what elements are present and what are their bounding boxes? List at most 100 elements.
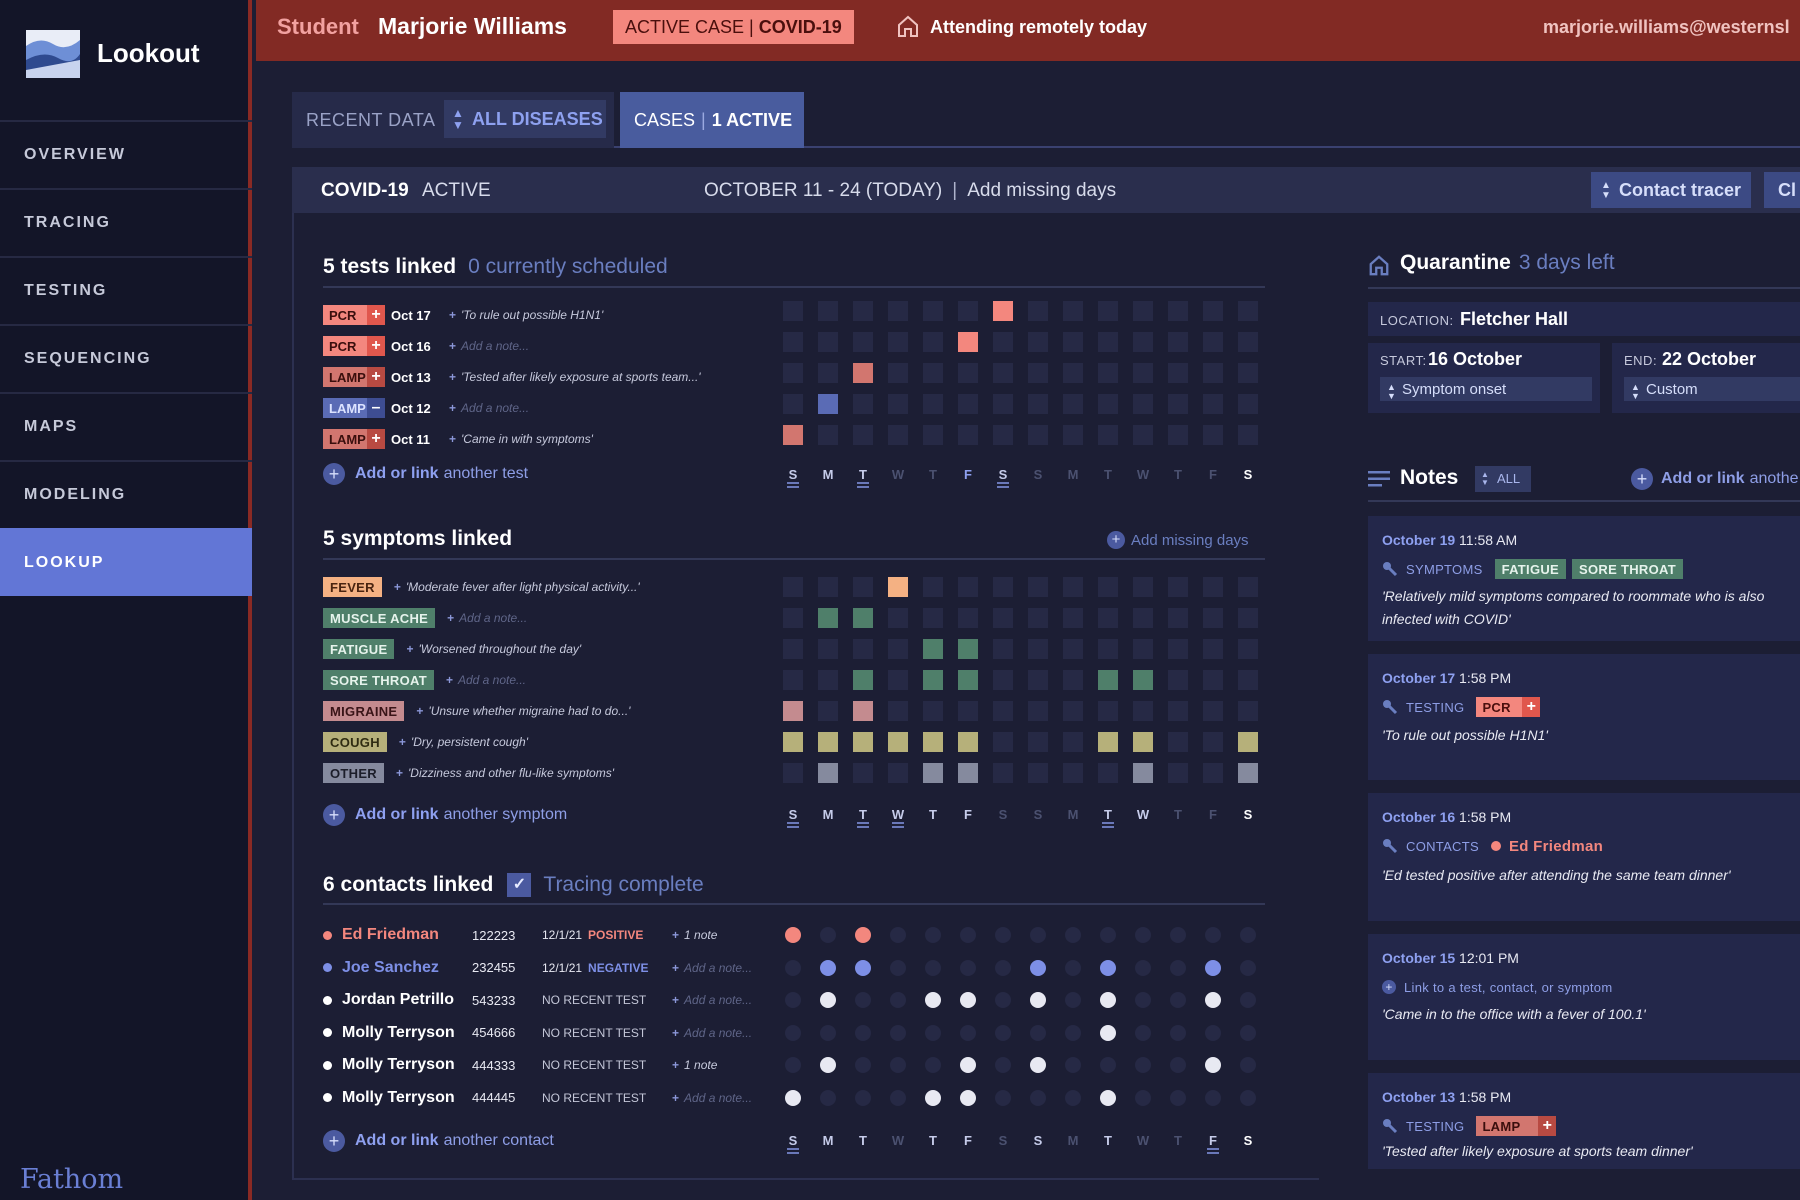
add-missing-days-link[interactable]: Add missing days	[967, 180, 1117, 201]
calendar-empty-cell[interactable]	[993, 394, 1013, 414]
calendar-empty-cell[interactable]	[853, 639, 873, 659]
calendar-empty-cell[interactable]	[1063, 301, 1083, 321]
calendar-empty-cell[interactable]	[820, 927, 836, 943]
calendar-empty-cell[interactable]	[923, 301, 943, 321]
calendar-mark[interactable]	[925, 1089, 941, 1106]
contact-name[interactable]: Ed Friedman	[342, 926, 439, 943]
symptom-note[interactable]: + 'Dizziness and other flu-like symptoms'	[396, 766, 614, 780]
calendar-mark[interactable]	[958, 763, 978, 783]
note-card[interactable]: October 13 1:58 PM TESTING LAMP + 'Tested…	[1368, 1073, 1800, 1169]
symptom-note[interactable]: + 'Moderate fever after light physical ac…	[394, 580, 640, 594]
calendar-empty-cell[interactable]	[1065, 959, 1081, 976]
calendar-empty-cell[interactable]	[1030, 1089, 1046, 1106]
calendar-mark[interactable]	[1030, 959, 1046, 976]
calendar-empty-cell[interactable]	[995, 992, 1011, 1008]
symptom-tag[interactable]: SORE THROAT	[1572, 559, 1683, 579]
symptom-row[interactable]: MIGRAINE + 'Unsure whether migraine had to…	[323, 699, 630, 723]
contact-tracer-button[interactable]: ▲ ▼ Contact tracer	[1591, 172, 1751, 208]
calendar-empty-cell[interactable]	[1063, 639, 1083, 659]
calendar-empty-cell[interactable]	[995, 1089, 1011, 1106]
calendar-empty-cell[interactable]	[853, 763, 873, 783]
symptom-tag[interactable]: MUSCLE ACHE	[323, 608, 436, 628]
calendar-empty-cell[interactable]	[1063, 701, 1083, 721]
calendar-empty-cell[interactable]	[1100, 927, 1116, 943]
calendar-empty-cell[interactable]	[783, 394, 803, 414]
calendar-empty-cell[interactable]	[853, 394, 873, 414]
calendar-empty-cell[interactable]	[1170, 1024, 1186, 1041]
student-email[interactable]: marjorie.williams@westernsl	[1543, 17, 1790, 37]
calendar-mark[interactable]	[958, 639, 978, 659]
calendar-empty-cell[interactable]	[1170, 1057, 1186, 1073]
calendar-empty-cell[interactable]	[1135, 927, 1151, 943]
nav-overview[interactable]: OVERVIEW	[0, 120, 252, 188]
calendar-empty-cell[interactable]	[1238, 577, 1258, 597]
calendar-empty-cell[interactable]	[1098, 577, 1118, 597]
symptom-tag[interactable]: OTHER	[323, 763, 384, 783]
calendar-empty-cell[interactable]	[818, 577, 838, 597]
notes-filter-select[interactable]: ▲ ▼ ALL	[1475, 466, 1531, 492]
calendar-mark[interactable]	[853, 670, 873, 690]
calendar-mark[interactable]	[820, 992, 836, 1008]
note-card[interactable]: October 15 12:01 PM + Link to a test, co…	[1368, 934, 1800, 1060]
calendar-empty-cell[interactable]	[1065, 927, 1081, 943]
test-row[interactable]: PCR + Oct 17 + 'To rule out possible H1N1'	[323, 303, 603, 327]
calendar-mark[interactable]	[960, 992, 976, 1008]
calendar-empty-cell[interactable]	[783, 670, 803, 690]
calendar-empty-cell[interactable]	[1168, 363, 1188, 383]
calendar-empty-cell[interactable]	[1203, 763, 1223, 783]
calendar-mark[interactable]	[1100, 1089, 1116, 1106]
calendar-empty-cell[interactable]	[1240, 1057, 1256, 1073]
calendar-empty-cell[interactable]	[888, 363, 908, 383]
calendar-empty-cell[interactable]	[1170, 992, 1186, 1008]
calendar-empty-cell[interactable]	[888, 301, 908, 321]
calendar-empty-cell[interactable]	[1135, 1057, 1151, 1073]
calendar-empty-cell[interactable]	[1205, 1024, 1221, 1041]
calendar-empty-cell[interactable]	[1133, 301, 1153, 321]
test-tag[interactable]: LAMP +	[1476, 1116, 1557, 1136]
calendar-mark[interactable]	[923, 763, 943, 783]
calendar-empty-cell[interactable]	[1238, 608, 1258, 628]
test-tag[interactable]: LAMP +	[323, 429, 385, 449]
calendar-empty-cell[interactable]	[1028, 732, 1048, 752]
calendar-mark[interactable]	[923, 639, 943, 659]
calendar-empty-cell[interactable]	[995, 959, 1011, 976]
disease-filter-select[interactable]: ▲ ▼ ALL DISEASES	[444, 100, 606, 138]
contact-note[interactable]: + Add a note...	[672, 1091, 752, 1105]
note-link-row[interactable]: + Link to a test, contact, or symptom	[1382, 976, 1612, 998]
calendar-empty-cell[interactable]	[993, 639, 1013, 659]
calendar-empty-cell[interactable]	[1065, 1057, 1081, 1073]
calendar-mark[interactable]	[1238, 732, 1258, 752]
calendar-mark[interactable]	[853, 608, 873, 628]
calendar-empty-cell[interactable]	[1133, 394, 1153, 414]
calendar-empty-cell[interactable]	[1203, 425, 1223, 445]
calendar-empty-cell[interactable]	[820, 1089, 836, 1106]
calendar-empty-cell[interactable]	[1240, 1089, 1256, 1106]
calendar-empty-cell[interactable]	[1135, 959, 1151, 976]
calendar-empty-cell[interactable]	[1168, 732, 1188, 752]
test-tag[interactable]: PCR +	[323, 305, 385, 325]
calendar-empty-cell[interactable]	[1063, 394, 1083, 414]
calendar-empty-cell[interactable]	[993, 701, 1013, 721]
calendar-mark[interactable]	[960, 1089, 976, 1106]
calendar-empty-cell[interactable]	[818, 670, 838, 690]
calendar-empty-cell[interactable]	[1133, 577, 1153, 597]
calendar-mark[interactable]	[785, 927, 801, 943]
nav-tracing[interactable]: TRACING	[0, 188, 252, 256]
nav-modeling[interactable]: MODELING	[0, 460, 252, 528]
calendar-empty-cell[interactable]	[888, 425, 908, 445]
calendar-empty-cell[interactable]	[1028, 425, 1048, 445]
calendar-empty-cell[interactable]	[923, 425, 943, 445]
calendar-mark[interactable]	[818, 763, 838, 783]
calendar-empty-cell[interactable]	[993, 363, 1013, 383]
calendar-empty-cell[interactable]	[785, 1057, 801, 1073]
calendar-empty-cell[interactable]	[890, 1057, 906, 1073]
clipped-button[interactable]: Cl	[1764, 172, 1800, 208]
contact-note[interactable]: + Add a note...	[672, 961, 752, 975]
calendar-empty-cell[interactable]	[1133, 363, 1153, 383]
calendar-empty-cell[interactable]	[1098, 332, 1118, 352]
calendar-empty-cell[interactable]	[1063, 363, 1083, 383]
calendar-empty-cell[interactable]	[1240, 959, 1256, 976]
calendar-empty-cell[interactable]	[958, 425, 978, 445]
calendar-mark[interactable]	[1133, 763, 1153, 783]
calendar-empty-cell[interactable]	[1098, 701, 1118, 721]
